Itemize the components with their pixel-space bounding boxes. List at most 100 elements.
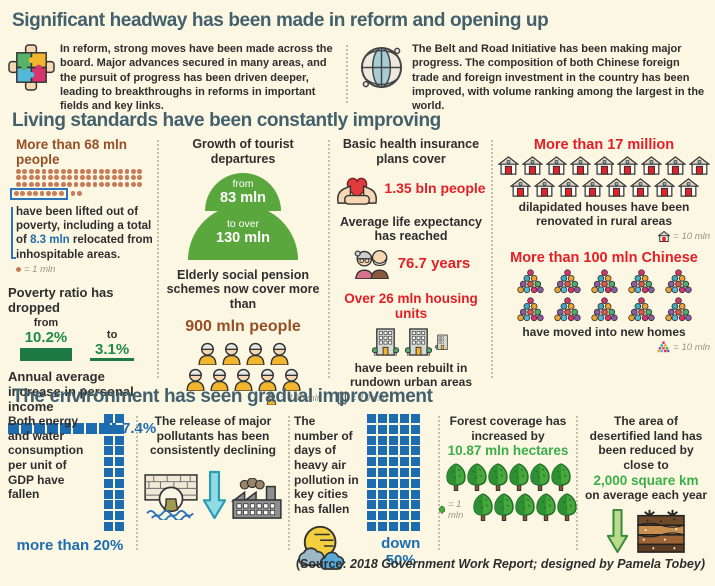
air-square-icon [378, 467, 388, 477]
air-square-icon [410, 500, 420, 510]
air-square-icon [399, 457, 409, 467]
air-square-icon [410, 414, 420, 423]
person-dot-icon [73, 168, 79, 174]
energy-square-icon [114, 467, 124, 477]
energy-square-icon [104, 467, 113, 477]
air-square-icon [388, 457, 398, 467]
air-square-icon [388, 414, 398, 423]
energy-text: Both energy and water consumption per un… [8, 414, 84, 502]
person-dot-icon [33, 191, 38, 197]
air-square-icon [388, 500, 398, 510]
person-dot-icon [137, 181, 143, 187]
person-dot-icon [28, 168, 34, 174]
person-dot-icon [67, 175, 72, 181]
env-divider-4 [576, 416, 578, 550]
person-dot-icon [131, 175, 136, 181]
new-homes-row-1 [498, 269, 710, 294]
energy-square-icon [104, 478, 113, 488]
forest-legend: = 1 mln [438, 499, 467, 521]
air-square-icon [378, 446, 388, 456]
poverty-dot-row-last [10, 187, 156, 200]
poverty-block: More than 68 mln people have been lifted… [8, 137, 156, 437]
energy-square-icon [114, 435, 124, 445]
person-dot-icon [60, 181, 66, 187]
person-dot-icon [118, 168, 124, 174]
rural-house-icon [677, 178, 699, 197]
energy-square-icon [104, 500, 113, 510]
tree-icon [473, 493, 493, 522]
person-dot-icon [26, 191, 32, 197]
tourism-pension-block: Growth of tourist departures from 83 mln… [164, 137, 322, 405]
tree-icon [557, 493, 577, 522]
crowd-icon [627, 269, 655, 293]
air-square-icon [378, 521, 388, 531]
rural-house-icon [689, 156, 711, 175]
person-dot-icon [73, 175, 79, 181]
rural-house-icon [617, 156, 639, 175]
air-square-icon [388, 467, 398, 477]
relocated-dots-box [10, 187, 68, 200]
air-square-icon [399, 511, 409, 521]
energy-square-icon [114, 478, 124, 488]
pollutants-text: The release of major pollutants has been… [149, 414, 277, 458]
energy-square-icon [114, 414, 124, 423]
energy-square-icon [114, 489, 124, 499]
urban-housing-body: have been rebuilt in rundown urban areas [349, 361, 473, 390]
person-dot-icon [54, 181, 60, 187]
rural-house-icon [557, 178, 579, 197]
air-square-icon [367, 446, 377, 456]
income-value: 7.4% [122, 420, 157, 438]
pension-title: Elderly social pension schemes now cover… [166, 267, 320, 312]
income-title: Annual average increase in personal inco… [8, 369, 134, 415]
crowd-mini-icon [657, 341, 670, 353]
desert-suffix: on average each year [584, 487, 708, 502]
air-square-icon [410, 446, 420, 456]
person-dot-icon [137, 168, 143, 174]
person-dot-icon [22, 168, 28, 174]
rural-house-icon [641, 156, 663, 175]
ratio-to-value: 3.1% [90, 341, 135, 362]
air-square-icon [399, 478, 409, 488]
energy-square-icon [104, 446, 113, 456]
rural-homes-block: More than 17 million dilapidated houses … [498, 137, 711, 353]
energy-square-icon [104, 414, 113, 423]
person-dot-icon [16, 175, 21, 181]
elderly-person-icon [269, 342, 289, 365]
crowd-icon [516, 297, 544, 321]
person-dot-icon [16, 168, 21, 174]
air-square-icon [367, 435, 377, 445]
person-dot-icon [79, 168, 85, 174]
rural-house-icon [593, 156, 615, 175]
new-homes-headline: More than 100 mln Chinese [510, 249, 698, 266]
poverty-dot-row [16, 181, 156, 187]
air-square-icon [367, 424, 377, 434]
forest-text: Forest coverage has increased by [449, 414, 567, 443]
person-dot-icon [79, 175, 85, 181]
person-dot-icon [131, 168, 136, 174]
person-dot-icon [39, 191, 45, 197]
air-square-icon [378, 511, 388, 521]
rural-houses-headline: More than 17 million [533, 137, 675, 153]
person-dot-icon [70, 191, 76, 197]
tree-icon [487, 463, 508, 492]
apartment-building-icon [405, 328, 432, 356]
rural-house-icon [653, 178, 675, 197]
rural-house-icon [521, 156, 543, 175]
air-square-icon [410, 511, 420, 521]
ratio-to: to 3.1% [90, 329, 135, 362]
crowd-icon [553, 297, 581, 321]
elderly-couple-icon [354, 249, 389, 279]
tree-icon [529, 463, 550, 492]
person-dot-icon [99, 181, 104, 187]
air-square-icon [367, 457, 377, 467]
income-square-icon [86, 423, 97, 435]
person-dot-icon [86, 181, 92, 187]
air-value: down 50% [381, 534, 421, 569]
person-dot-icon [105, 168, 111, 174]
person-dot-icon [35, 175, 40, 181]
energy-square-icon [114, 457, 124, 467]
person-dot-icon [35, 168, 40, 174]
income-square-icon [73, 423, 84, 435]
poverty-dot-row [16, 168, 156, 174]
